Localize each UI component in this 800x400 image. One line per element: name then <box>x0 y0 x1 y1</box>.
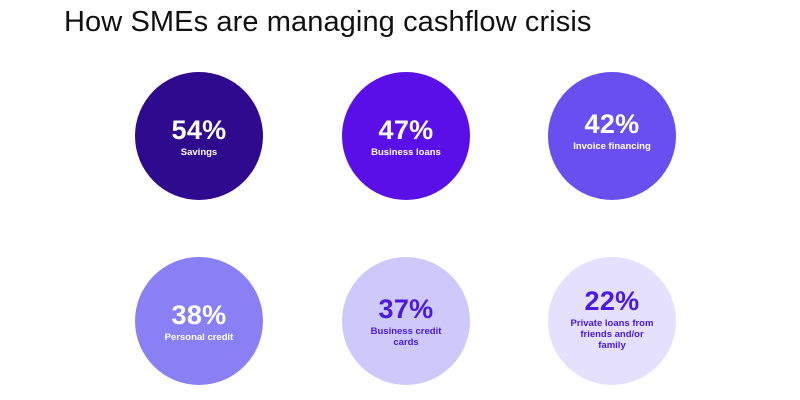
bubble-value: 54% <box>171 114 227 145</box>
bubble-personal-credit: 38% Personal credit <box>135 257 263 385</box>
bubble-value: 42% <box>584 108 640 139</box>
bubble-label: Private loans from friends and/or family <box>570 317 654 351</box>
bubble-value: 37% <box>378 294 434 324</box>
bubble-business-credit-cards: 37% Business credit cards <box>342 257 470 385</box>
bubble-business-loans: 47% Business loans <box>342 72 470 200</box>
bubble-label: Invoice financing <box>573 140 651 152</box>
bubble-label: Savings <box>180 146 218 158</box>
bubble-value: 47% <box>378 114 434 145</box>
bubble-label: Business loans <box>371 146 441 158</box>
bubble-label: Business credit cards <box>370 326 442 348</box>
bubble-savings: 54% Savings <box>135 72 263 200</box>
bubble-invoice-financing: 42% Invoice financing <box>548 72 676 200</box>
bubble-label: Personal credit <box>164 331 234 343</box>
chart-title: How SMEs are managing cashflow crisis <box>64 6 592 38</box>
bubble-private-loans: 22% Private loans from friends and/or fa… <box>548 257 676 385</box>
bubble-value: 38% <box>171 299 227 330</box>
bubble-value: 22% <box>584 285 640 316</box>
